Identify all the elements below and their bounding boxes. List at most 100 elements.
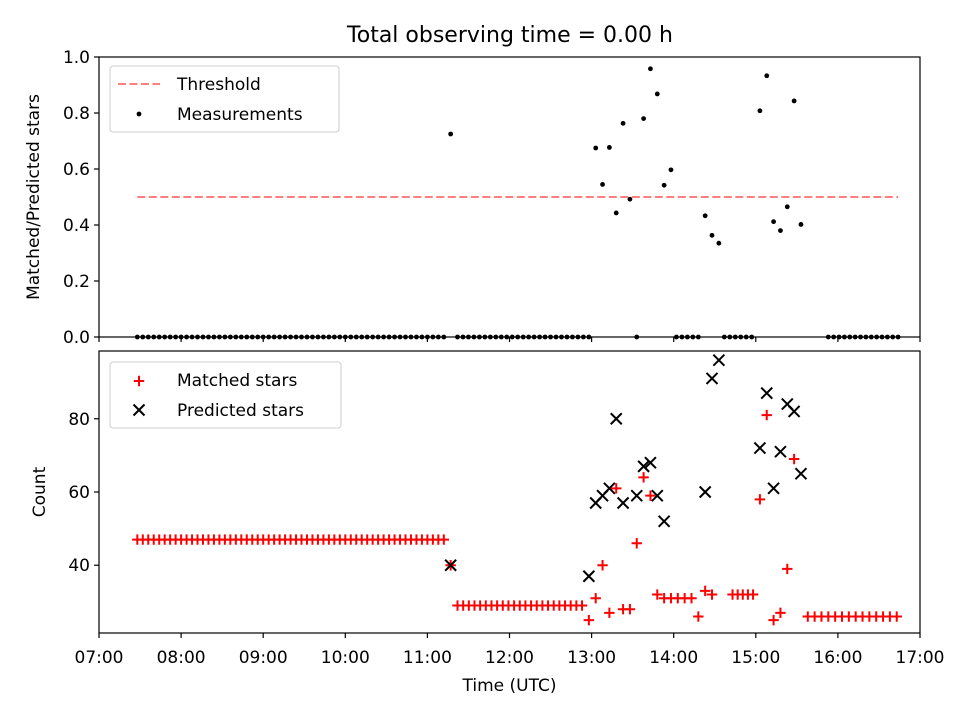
matched-star-point [693,611,704,622]
measurement-point [858,334,863,340]
legend-matched-label: Matched stars [177,371,297,391]
measurement-point [831,334,837,340]
measurement-point [863,334,869,340]
measurement-point [679,334,685,340]
measurement-point [570,334,575,340]
measurement-point [397,334,403,340]
measurement-point [178,334,184,340]
measurement-point [868,334,874,340]
measurement-point [749,334,755,340]
measurement-point [403,334,408,340]
measurement-point [331,334,337,340]
matched-star-point [706,589,718,600]
measurement-point [184,334,189,340]
measurement-point [277,334,283,340]
measurement-point [537,334,543,340]
measurement-point [757,108,763,114]
measurement-point [408,334,414,340]
measurement-point [493,334,499,340]
predicted-star-point [610,412,623,425]
predicted-star-point [657,515,671,528]
measurement-point [134,334,140,340]
predicted-star-point [444,559,457,572]
measurement-point [222,334,228,340]
measurement-point [836,334,842,340]
measurement-point [559,334,564,340]
measurement-point [674,334,679,340]
measurement-point [471,334,477,340]
predicted-star-point [698,485,712,499]
measurement-point [487,334,493,340]
measurement-point [386,334,392,340]
matched-star-point [590,593,601,604]
measurement-point [690,334,696,340]
matched-star-point [604,607,615,619]
predicted-star-point [767,482,780,495]
legend-measurements-swatch [136,111,142,117]
predicted-star-point [705,372,719,385]
measurement-point [515,334,521,340]
predicted-star-point [616,496,630,510]
matched-star-point [583,614,595,626]
measurement-point [654,91,660,97]
measurement-point [315,334,321,340]
matched-star-point [645,490,656,501]
matched-star-point [782,563,793,575]
x-tick-label: 09:00 [239,648,288,668]
measurement-point [613,210,619,216]
measurement-point [381,334,387,340]
measurement-point [721,334,727,340]
measurement-point [255,334,261,340]
measurement-point [455,334,460,340]
measurement-point [593,145,599,151]
measurement-point [548,334,553,340]
measurement-point [606,145,612,150]
x-tick-label: 14:00 [649,648,698,668]
bottom-y-axis-label: Count [30,466,50,517]
measurement-point [784,204,790,210]
measurement-point [743,334,749,340]
measurement-point [167,334,173,340]
measurement-point [304,334,310,340]
measurement-point [504,334,510,340]
measurement-point [553,334,559,340]
x-tick-label: 08:00 [157,648,206,668]
x-axis-label: Time (UTC) [462,676,557,696]
measurement-point [600,182,605,187]
top-y-tick-label: 0.8 [63,104,90,124]
top-panel: 0.0 0.2 0.4 0.6 0.8 1.0 Matched/Predicted star… [24,48,921,348]
measurement-point [173,334,179,340]
measurement-point [206,334,211,340]
measurement-point [648,66,653,72]
measurement-point [684,334,690,340]
measurement-point [227,334,233,340]
matched-star-point [699,585,711,597]
top-y-tick-label: 1.0 [63,48,90,68]
measurement-point [282,334,288,340]
matched-star-point [775,607,786,619]
measurement-point [271,334,277,340]
measurement-point [195,334,200,340]
measurement-point [771,219,776,225]
measurement-point [847,334,853,340]
matched-star-point [788,453,800,465]
predicted-star-point [712,353,726,367]
measurement-point [249,334,255,340]
measurement-point [348,334,354,340]
predicted-star-point [753,441,767,455]
x-tick-label: 07:00 [75,648,124,668]
predicted-star-point [582,570,596,583]
top-y-tick-label: 0.2 [63,272,90,292]
matched-star-point [624,603,636,615]
measurement-point [482,334,488,340]
measurement-point [200,334,206,340]
measurement-point [580,334,586,340]
matched-star-point [576,600,588,611]
measurement-point [310,334,315,340]
predicted-star-point [630,489,643,502]
measurement-point [634,334,640,340]
x-tick-label: 16:00 [813,648,862,668]
measurement-point [145,334,151,340]
matched-star-point [631,538,642,549]
predicted-star-point [760,386,773,400]
